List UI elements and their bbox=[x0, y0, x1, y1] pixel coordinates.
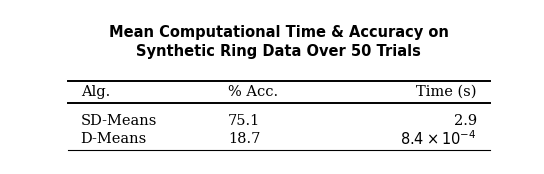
Text: 2.9: 2.9 bbox=[454, 114, 477, 128]
Text: 18.7: 18.7 bbox=[228, 132, 261, 146]
Text: SD-Means: SD-Means bbox=[81, 114, 157, 128]
Text: Mean Computational Time & Accuracy on
Synthetic Ring Data Over 50 Trials: Mean Computational Time & Accuracy on Sy… bbox=[109, 25, 449, 59]
Text: Time (s): Time (s) bbox=[417, 85, 477, 99]
Text: 75.1: 75.1 bbox=[228, 114, 261, 128]
Text: % Acc.: % Acc. bbox=[228, 85, 279, 99]
Text: $8.4 \times 10^{-4}$: $8.4 \times 10^{-4}$ bbox=[400, 129, 477, 148]
Text: D-Means: D-Means bbox=[81, 132, 147, 146]
Text: Alg.: Alg. bbox=[81, 85, 110, 99]
